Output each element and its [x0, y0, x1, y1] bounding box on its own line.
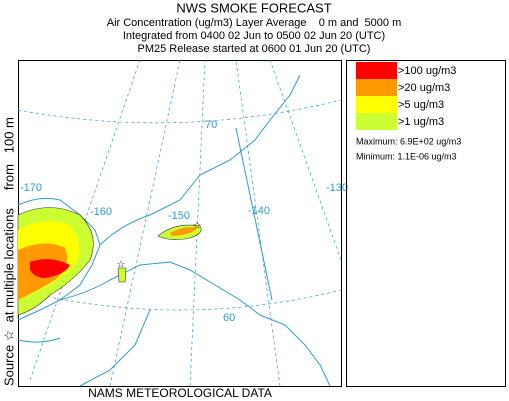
- legend-frame: [346, 60, 506, 387]
- longitude-label: -130: [326, 182, 348, 194]
- coastline: [59, 261, 331, 387]
- legend-label: >5 ug/m3: [398, 99, 444, 111]
- graticule: [17, 99, 342, 124]
- footer: NAMS METEOROLOGICAL DATA: [88, 386, 272, 400]
- legend-label: >1 ug/m3: [398, 116, 444, 128]
- legend-label: >20 ug/m3: [398, 82, 450, 94]
- title: NWS SMOKE FORECAST: [176, 0, 331, 15]
- coastline: [17, 337, 61, 343]
- subtitle: PM25 Release started at 0600 01 Jun 20 (…: [138, 43, 371, 55]
- source-label: Source ☆ at multiple locations from 100 …: [1, 117, 16, 386]
- border: [235, 127, 273, 301]
- legend-swatch: [356, 113, 397, 130]
- minimum: Minimum: 1.1E-06 ug/m3: [356, 151, 457, 161]
- subtitle: Air Concentration (ug/m3) Layer Average …: [107, 17, 402, 29]
- legend-swatch: [356, 62, 397, 79]
- map: ☆ ☆ -170 -160 -150 -140 -130 70 60: [17, 59, 348, 387]
- coastline: [79, 309, 151, 387]
- subtitle: Integrated from 0400 02 Jun to 0500 02 J…: [123, 30, 385, 42]
- legend-label: >100 ug/m3: [398, 65, 456, 77]
- smoke-plume: [117, 267, 127, 283]
- graticule: [269, 59, 342, 261]
- coastline: [17, 197, 101, 321]
- latitude-label: 60: [223, 312, 235, 324]
- coastline: [99, 74, 301, 246]
- smoke-plume: [170, 227, 197, 236]
- legend-swatch: [356, 96, 397, 113]
- maximum: Maximum: 6.9E+02 ug/m3: [356, 136, 461, 146]
- legend-swatch: [356, 79, 397, 96]
- graticule: [235, 59, 281, 387]
- longitude-label: -140: [248, 205, 270, 217]
- source-marker: ☆: [117, 260, 126, 271]
- graticule: [17, 289, 342, 311]
- smoke-plume: [30, 259, 70, 278]
- longitude-label: -160: [90, 206, 112, 218]
- graticule: [109, 59, 181, 387]
- legend: Maximum: 6.9E+02 ug/m3 Minimum: 1.1E-06 …: [356, 62, 461, 161]
- longitude-label: -170: [20, 182, 42, 194]
- longitude-label: -150: [168, 210, 190, 222]
- source-marker: ☆: [193, 221, 202, 232]
- latitude-label: 70: [205, 119, 217, 131]
- graticule: [189, 59, 206, 387]
